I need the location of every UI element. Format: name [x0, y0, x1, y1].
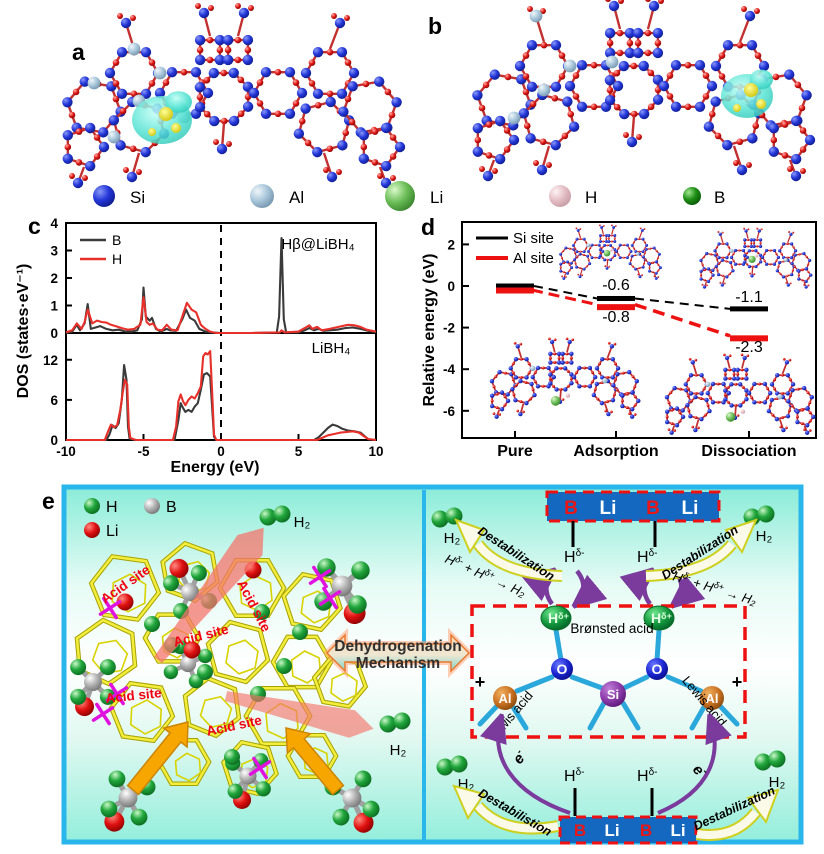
- y-tick-label: -4: [443, 362, 455, 377]
- h-green-sphere-icon: [84, 498, 100, 514]
- subplot-annotation: Hβ@LiBH₄: [281, 236, 354, 253]
- plus-charge: +: [732, 672, 743, 692]
- y-tick-label: 0: [447, 279, 455, 294]
- energy-value-label: -1.1: [735, 289, 763, 306]
- b-sphere-icon: [683, 187, 701, 205]
- y-tick-label: 0: [50, 326, 58, 341]
- h-sphere-icon: [549, 185, 571, 207]
- si-sphere-icon: [93, 185, 115, 207]
- x-tick-label: 5: [295, 444, 303, 459]
- bar-li-label: Li: [682, 498, 699, 519]
- e-legend-li: Li: [106, 523, 118, 540]
- y-tick-label: -6: [443, 404, 455, 419]
- y-axis-label: Relative energy (eV): [421, 254, 438, 407]
- category-label: Adsorption: [573, 443, 658, 460]
- oxygen-label: O: [652, 661, 663, 677]
- bronsted-acid-label: Brønsted acid: [570, 621, 653, 636]
- h-legend-label: H: [585, 188, 597, 207]
- e-legend-b: B: [166, 499, 177, 516]
- y-tick-label: 4: [50, 216, 58, 231]
- bar-li-label: Li: [670, 821, 685, 840]
- li-sphere-icon: [385, 181, 415, 211]
- bar-b-label: B: [574, 821, 586, 840]
- bar-b-label: B: [646, 498, 660, 519]
- x-tick-label: -10: [56, 444, 76, 459]
- panel-c-label: c: [28, 213, 41, 239]
- h2-label: H₂: [390, 742, 407, 759]
- panel-b-label: b: [428, 13, 442, 39]
- dos-legend-H: H: [112, 251, 122, 267]
- energy-level-Si-site-Dissociation: [730, 306, 768, 311]
- category-label: Pure: [497, 443, 533, 460]
- panel-d-label: d: [421, 214, 435, 240]
- bar-li-label: Li: [604, 821, 619, 840]
- li-legend-label: Li: [430, 188, 443, 207]
- al-legend-label: Al: [289, 188, 304, 207]
- bar-b-label: B: [564, 498, 578, 519]
- energy-value-label: -0.6: [602, 277, 630, 294]
- y-tick-label: 12: [43, 353, 58, 368]
- y-tick-label: 2: [447, 237, 455, 252]
- mechanism-label-line1: Dehydrogenation: [334, 638, 461, 655]
- y-tick-label: -2: [443, 321, 455, 336]
- si-legend-label: Si: [130, 188, 145, 207]
- x-tick-label: -5: [137, 444, 149, 459]
- plus-charge: +: [475, 672, 486, 692]
- h2-label: H₂: [294, 514, 311, 531]
- y-tick-label: 1: [50, 299, 58, 314]
- energy-value-label: -0.8: [602, 309, 630, 326]
- e-legend-h: H: [106, 499, 118, 516]
- dos-legend-B: B: [112, 232, 121, 248]
- energy-level-Al-site-Pure: [496, 288, 534, 294]
- panel-a-label: a: [72, 39, 85, 65]
- y-tick-label: 0: [50, 433, 58, 448]
- b-gray-sphere-icon: [144, 498, 160, 514]
- mechanism-label-line2: Mechanism: [356, 655, 440, 672]
- al-sphere-icon: [250, 184, 274, 208]
- y-tick-label: 2: [50, 271, 58, 286]
- bar-li-label: Li: [600, 498, 617, 519]
- li-red-sphere-icon: [84, 522, 100, 538]
- aluminum-label: Al: [499, 691, 512, 706]
- y-tick-label: 3: [50, 244, 58, 259]
- x-tick-label: 0: [217, 444, 225, 459]
- h2-label: H₂: [756, 528, 773, 545]
- y-tick-label: 6: [50, 393, 58, 408]
- energy-value-label: -2.3: [735, 339, 763, 356]
- b-legend-label: B: [714, 188, 725, 207]
- energy-legend-Si-site: Si site: [513, 230, 554, 247]
- energy-level-Si-site-Adsorption: [597, 296, 635, 301]
- h2-label: H₂: [444, 530, 461, 547]
- oxygen-label: O: [557, 661, 568, 677]
- panel-e-label: e: [42, 488, 55, 514]
- y-axis-label: DOS (states·eV⁻¹): [15, 264, 32, 399]
- energy-legend-Al-site: Al site: [513, 250, 554, 267]
- category-label: Dissociation: [701, 443, 796, 460]
- bar-b-label: B: [640, 821, 652, 840]
- subplot-annotation: LiBH₄: [312, 340, 351, 357]
- x-tick-label: 10: [368, 444, 383, 459]
- silicon-label: Si: [607, 687, 619, 702]
- x-axis-label: Energy (eV): [171, 459, 260, 476]
